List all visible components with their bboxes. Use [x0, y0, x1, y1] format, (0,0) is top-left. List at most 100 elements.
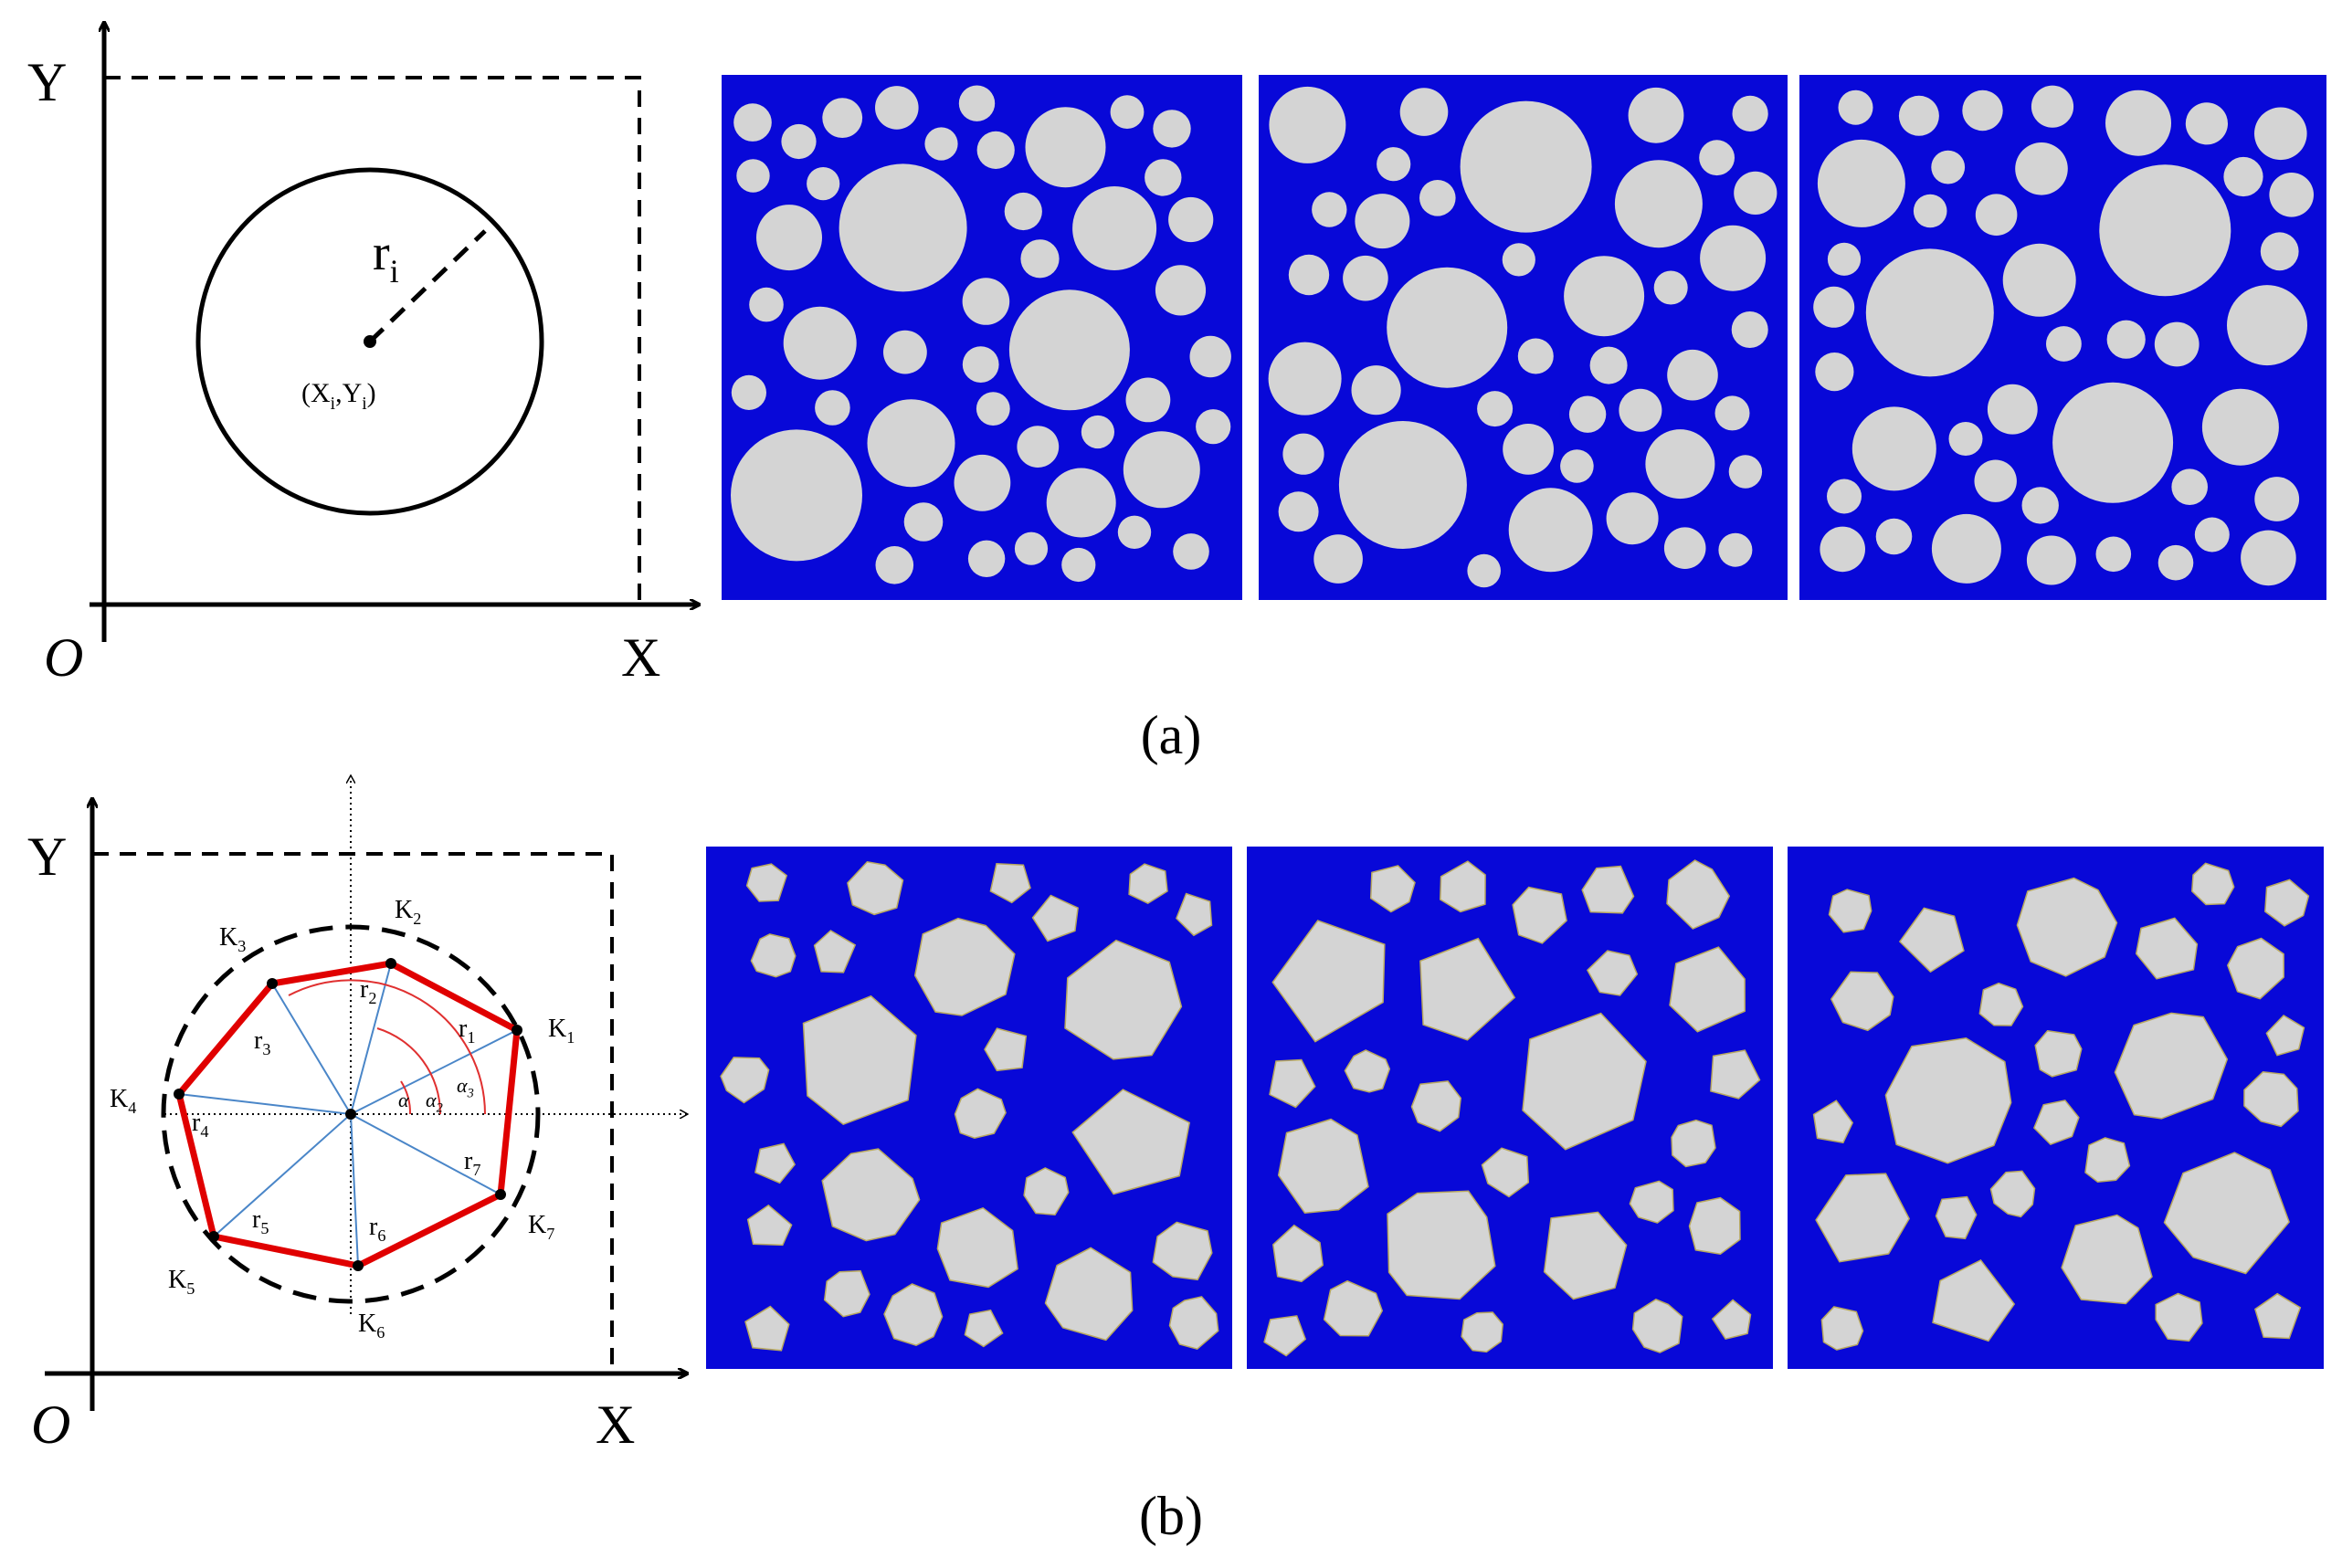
- aggregate: [1017, 426, 1060, 468]
- aggregate: [2226, 937, 2284, 1000]
- aggregate: [2135, 917, 2199, 980]
- aggregate: [1477, 391, 1514, 427]
- aggregate: [2061, 1214, 2153, 1305]
- y-label: Y: [27, 52, 67, 112]
- aggregate: [2254, 477, 2300, 521]
- aggregate: [1344, 1049, 1391, 1093]
- aggregate: [1728, 455, 1763, 489]
- aggregate: [1503, 424, 1554, 475]
- aggregate: [1338, 421, 1467, 549]
- aggregate: [1355, 194, 1410, 249]
- aggregate: [1978, 982, 2024, 1026]
- vertex-label-sub: 5: [186, 1279, 195, 1298]
- aggregate: [1666, 859, 1731, 930]
- aggregate: [823, 1269, 870, 1318]
- aggregate: [1711, 1299, 1752, 1341]
- aggregate: [1387, 267, 1508, 388]
- radius-label: r6: [369, 1213, 385, 1245]
- polygon: [175, 960, 521, 1269]
- radius-label: ri: [373, 225, 399, 289]
- angle-arc: [288, 979, 486, 1115]
- aggregate: [883, 330, 927, 374]
- aggregate: [1271, 920, 1386, 1043]
- aggregate: [1718, 532, 1753, 567]
- aggregate: [2114, 1012, 2229, 1120]
- aggregate: [2015, 142, 2068, 195]
- spoke: [350, 1113, 359, 1267]
- aggregate: [2260, 232, 2299, 271]
- aggregate: [1629, 1180, 1674, 1224]
- vertex-label-base: K: [528, 1211, 546, 1239]
- angle-arc: [400, 1080, 412, 1115]
- radius-label-base: r: [464, 1147, 473, 1175]
- aggregate: [1031, 894, 1079, 942]
- aggregate: [1168, 1296, 1219, 1351]
- aggregate: [1410, 1080, 1461, 1132]
- aggregate: [1419, 937, 1516, 1041]
- aggregate: [1828, 889, 1873, 933]
- aggregate: [1176, 892, 1213, 937]
- vertex-label: K4: [110, 1085, 136, 1117]
- aggregate: [964, 1309, 1004, 1348]
- aggregate: [1046, 468, 1116, 538]
- center-label: (Xi,Yi): [301, 378, 376, 414]
- aggregate: [756, 205, 822, 271]
- aggregate: [1813, 286, 1855, 328]
- angle-label: α: [398, 1089, 409, 1111]
- aggregate: [2201, 388, 2279, 466]
- radius-label-sub: 4: [200, 1122, 208, 1141]
- domain-box: [92, 852, 614, 1373]
- aggregate: [1278, 491, 1319, 532]
- vertex-label: K1: [548, 1015, 575, 1047]
- radius-label-sub: 1: [467, 1028, 475, 1047]
- aggregate: [1734, 171, 1778, 215]
- vertex-dot: [267, 978, 278, 989]
- aggregate: [1975, 194, 2018, 236]
- aggregate: [1155, 265, 1207, 316]
- aggregate: [2154, 321, 2200, 367]
- aggregate: [1581, 865, 1635, 914]
- aggregate: [1663, 527, 1706, 569]
- vertex-label-sub: 1: [566, 1028, 575, 1047]
- angle-label-base: α: [398, 1089, 409, 1111]
- aggregate: [1974, 459, 2017, 502]
- vertex-label-base: K: [110, 1085, 128, 1113]
- aggregate: [1884, 1037, 2012, 1164]
- spoke: [178, 1093, 352, 1115]
- aggregate: [1481, 1147, 1530, 1198]
- aggregate: [1461, 1311, 1503, 1353]
- aggregate: [1313, 534, 1363, 584]
- aggregate: [867, 399, 955, 488]
- caption: (b): [1139, 1486, 1203, 1546]
- aggregate: [1812, 1100, 1854, 1144]
- aggregate: [1568, 395, 1607, 433]
- aggregate: [1586, 950, 1639, 996]
- aggregate: [1282, 433, 1324, 475]
- aggregate: [2163, 1152, 2290, 1275]
- aggregate: [1269, 1058, 1316, 1109]
- vertex-label-base: K: [395, 896, 413, 924]
- radius-label-base: r: [369, 1213, 378, 1241]
- radius-label-sub: 2: [368, 989, 376, 1007]
- aggregate: [1387, 1190, 1496, 1300]
- aggregate: [1064, 939, 1183, 1060]
- aggregate: [1710, 1049, 1761, 1100]
- aggregate: [1815, 1173, 1910, 1263]
- aggregate: [720, 1057, 770, 1104]
- aggregate: [2269, 173, 2314, 217]
- aggregate: [1875, 518, 1913, 555]
- radius-line: [368, 229, 487, 343]
- aggregate: [1948, 422, 1983, 456]
- aggregate: [875, 86, 919, 130]
- aggregate: [1004, 192, 1042, 231]
- aggregate: [754, 1142, 796, 1184]
- vertex-label-base: K: [219, 923, 237, 952]
- aggregate: [813, 930, 857, 973]
- aggregate: [822, 98, 863, 138]
- aggregate: [781, 123, 817, 160]
- aggregate: [1263, 1315, 1307, 1357]
- radius-label-sub: 7: [472, 1161, 480, 1179]
- aggregate: [839, 163, 967, 292]
- aggregate: [1645, 429, 1715, 500]
